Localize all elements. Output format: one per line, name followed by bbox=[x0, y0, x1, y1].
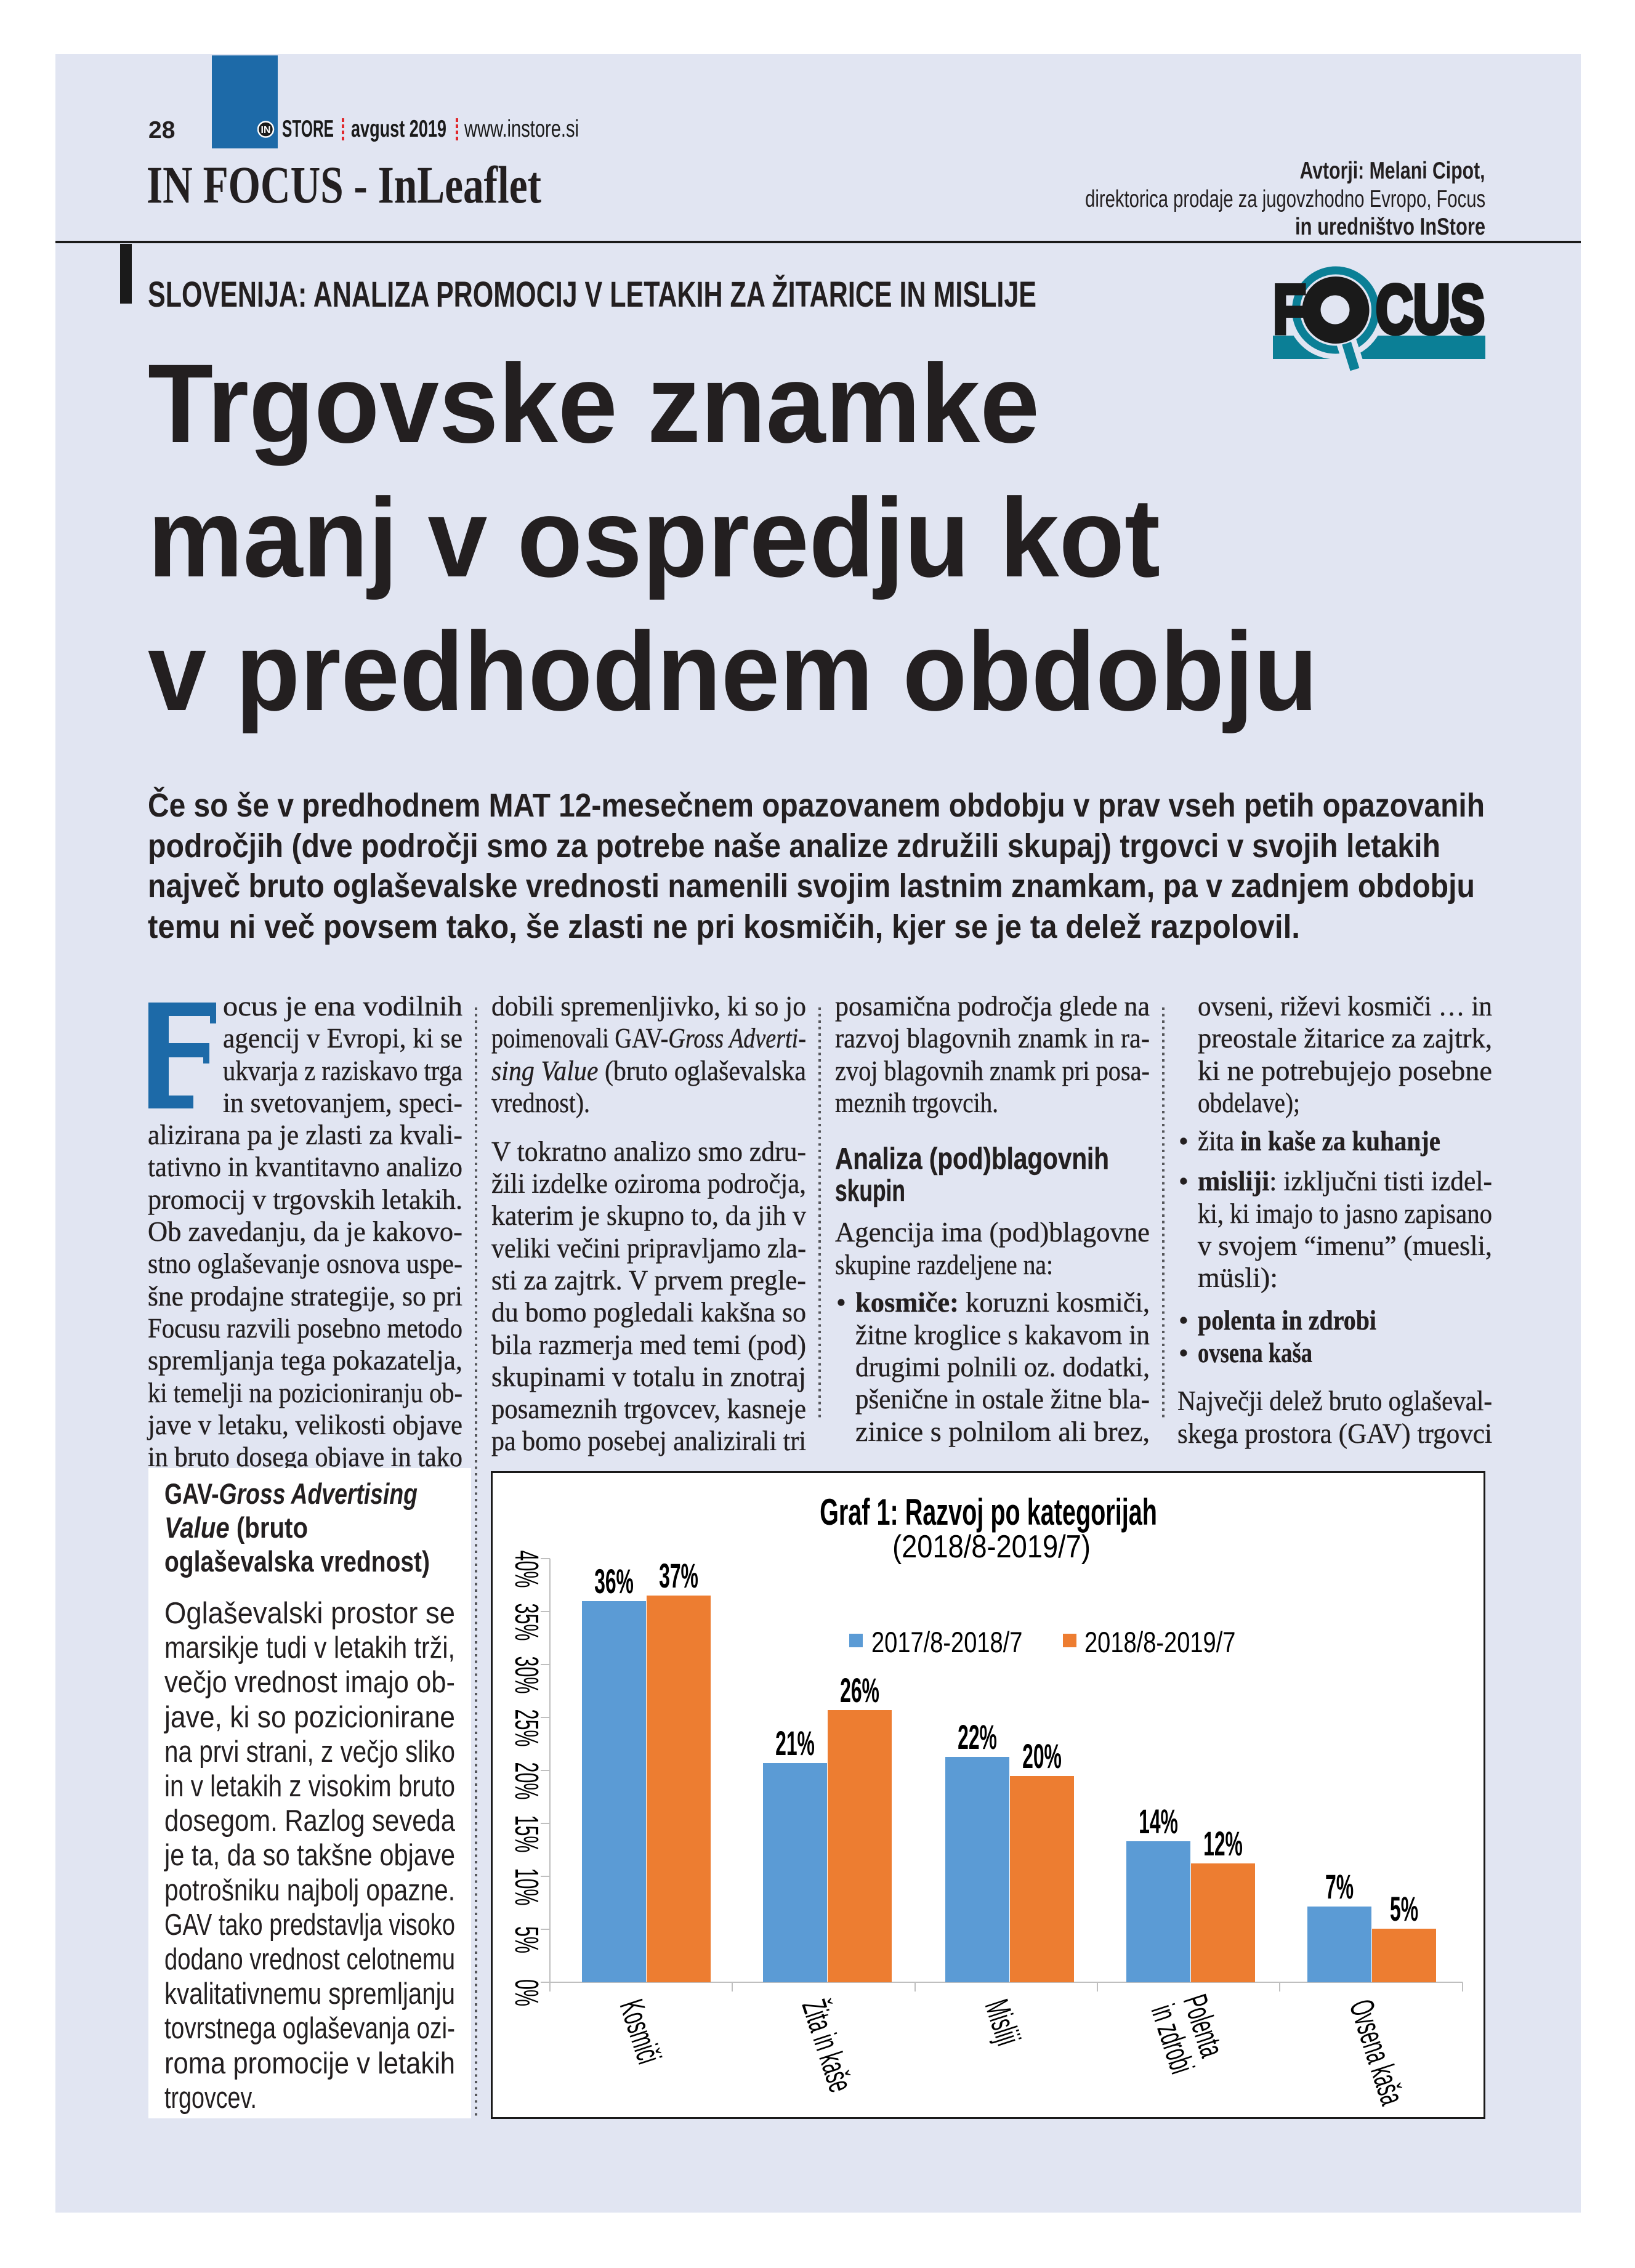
svg-text:5%: 5% bbox=[1390, 1890, 1418, 1929]
svg-text:Graf 1: Razvoj po kategorijah: Graf 1: Razvoj po kategorijah bbox=[820, 1491, 1157, 1533]
svg-text:7%: 7% bbox=[1325, 1868, 1354, 1907]
svg-text:2017/8-2018/7: 2017/8-2018/7 bbox=[871, 1626, 1022, 1659]
svg-text:2018/8-2019/7: 2018/8-2019/7 bbox=[1084, 1626, 1235, 1659]
svg-text:36%: 36% bbox=[594, 1562, 634, 1601]
svg-text:12%: 12% bbox=[1203, 1825, 1243, 1863]
svg-text:Žita in kaše: Žita in kaše bbox=[794, 1995, 859, 2097]
svg-text:22%: 22% bbox=[958, 1718, 997, 1757]
svg-text:avgust 2019: avgust 2019 bbox=[351, 116, 446, 142]
svg-text:20%: 20% bbox=[508, 1762, 545, 1799]
svg-text:Ovsena kaša: Ovsena kaša bbox=[1342, 1995, 1411, 2109]
svg-text:15%: 15% bbox=[508, 1815, 545, 1852]
svg-text:30%: 30% bbox=[508, 1656, 545, 1693]
svg-text:14%: 14% bbox=[1139, 1802, 1178, 1841]
svg-text:Kosmiči: Kosmiči bbox=[612, 1995, 668, 2068]
svg-text:CUS: CUS bbox=[1376, 271, 1485, 348]
svg-text:IN: IN bbox=[261, 125, 271, 135]
svg-text:www.instore.si: www.instore.si bbox=[464, 116, 579, 142]
svg-text:STORE: STORE bbox=[282, 116, 334, 142]
svg-text:5%: 5% bbox=[508, 1926, 545, 1953]
svg-text:40%: 40% bbox=[508, 1550, 545, 1588]
svg-text:21%: 21% bbox=[775, 1724, 815, 1763]
svg-text:25%: 25% bbox=[508, 1709, 545, 1746]
svg-text:26%: 26% bbox=[840, 1671, 879, 1710]
svg-text:Misliji: Misliji bbox=[977, 1995, 1027, 2049]
svg-text:35%: 35% bbox=[508, 1603, 545, 1640]
svg-text:0%: 0% bbox=[508, 1979, 545, 2006]
svg-text:20%: 20% bbox=[1022, 1737, 1062, 1776]
svg-text:37%: 37% bbox=[659, 1557, 698, 1596]
svg-text:(2018/8-2019/7): (2018/8-2019/7) bbox=[892, 1529, 1091, 1565]
svg-text:10%: 10% bbox=[508, 1868, 545, 1905]
svg-text:F: F bbox=[1273, 271, 1306, 348]
